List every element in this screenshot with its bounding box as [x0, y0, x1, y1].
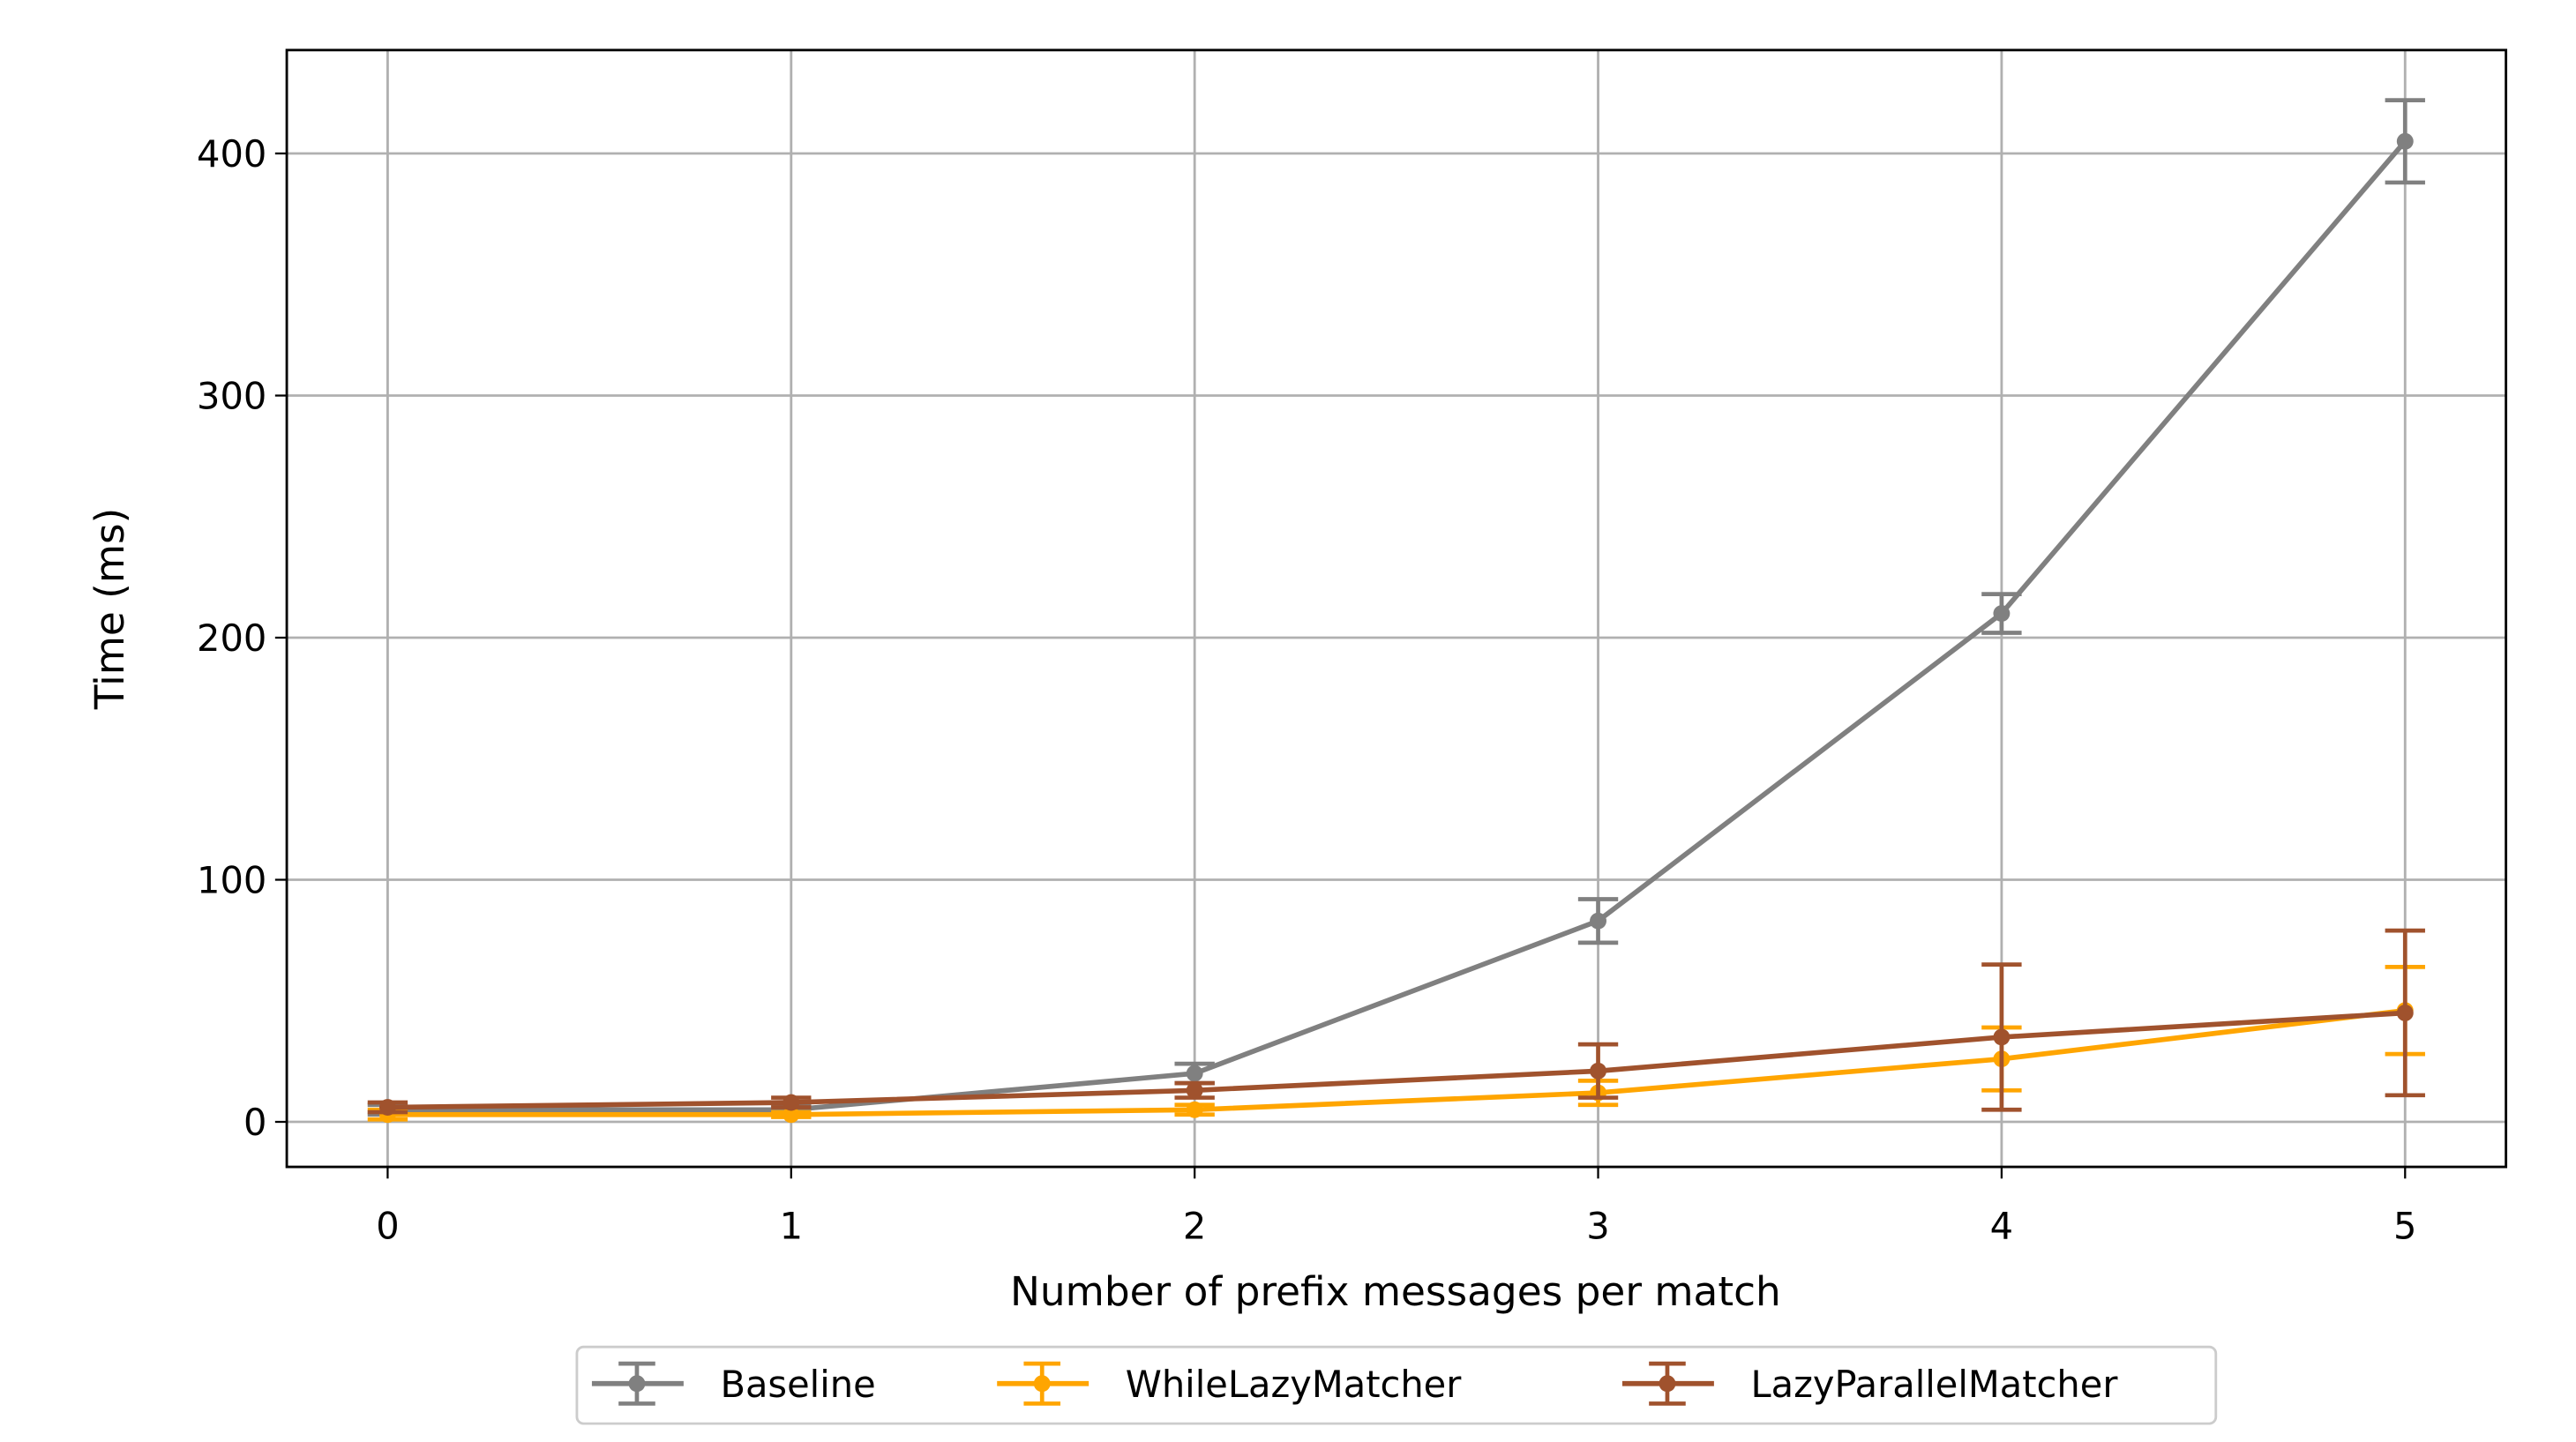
point: [1186, 1101, 1203, 1118]
legend: Baseline WhileLazyMatcher LazyParallelMatc…: [575, 1345, 2218, 1425]
point: [1590, 1062, 1606, 1080]
point: [1186, 1081, 1203, 1099]
series-line: [387, 1007, 2406, 1117]
point: [2396, 1005, 2414, 1021]
point: [1590, 912, 1606, 930]
y-tick-label: 400: [197, 132, 266, 176]
x-tick-label: 5: [2393, 1204, 2416, 1247]
point: [1993, 605, 2011, 623]
legend-marker: [1033, 1375, 1051, 1393]
x-tick-label: 4: [1990, 1204, 2013, 1247]
point: [1186, 1065, 1203, 1082]
series-line: [387, 139, 2408, 1113]
plot-frame: [285, 49, 2508, 1169]
point: [783, 1094, 800, 1111]
x-tick-label: 3: [1586, 1204, 1609, 1247]
y-tick-label: 300: [197, 375, 266, 418]
legend-label: WhileLazyMatcher: [1126, 1363, 1463, 1406]
x-tick-label: 2: [1183, 1204, 1206, 1247]
y-tick-label: 200: [197, 616, 266, 660]
series-line: [387, 1010, 2406, 1110]
legend-marker: [1659, 1375, 1676, 1393]
point: [2396, 132, 2414, 150]
legend-label: Baseline: [720, 1363, 875, 1406]
point: [378, 1099, 396, 1116]
legend-label: LazyParallelMatcher: [1750, 1363, 2118, 1406]
x-axis-label: Number of prefix messages per match: [1010, 1268, 1781, 1315]
legend-box: [575, 1345, 2218, 1425]
point: [1993, 1028, 2011, 1046]
legend-marker: [628, 1375, 646, 1393]
x-tick-label: 0: [376, 1204, 399, 1247]
y-tick-label: 0: [243, 1101, 266, 1144]
y-tick-label: 100: [197, 859, 266, 902]
y-axis-label: Time (ms): [86, 508, 133, 711]
point: [783, 1106, 800, 1124]
x-tick-label: 1: [780, 1204, 803, 1247]
